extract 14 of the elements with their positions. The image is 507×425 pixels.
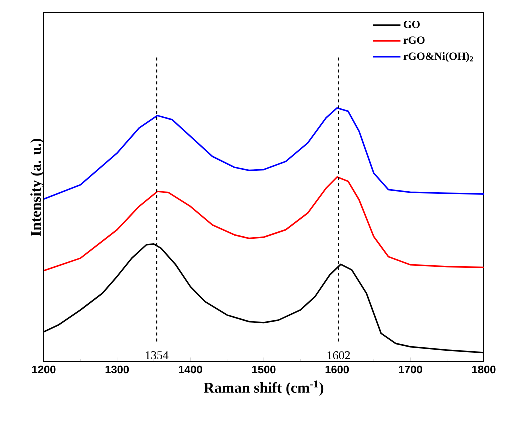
legend-label: rGO	[404, 36, 425, 44]
x-axis-title: Raman shift (cm$^{-1}$)	[204, 380, 324, 396]
y-axis-title: Intensity (a. u.)	[30, 138, 44, 236]
ref-line-label: 1602	[328, 351, 350, 360]
x-tick-label: 1800	[472, 366, 496, 374]
legend-label: GO	[404, 20, 420, 28]
legend-label: rGO&Ni(OH)$_{2}$	[404, 52, 474, 62]
ref-line-label: 1354	[146, 351, 169, 360]
x-tick-label: 1400	[179, 366, 202, 374]
x-tick-label: 1200	[32, 366, 56, 374]
x-tick-label: 1700	[399, 366, 422, 374]
x-tick-label: 1300	[106, 366, 130, 374]
x-tick-label: 1500	[252, 366, 276, 374]
x-tick-label: 1600	[326, 366, 350, 374]
